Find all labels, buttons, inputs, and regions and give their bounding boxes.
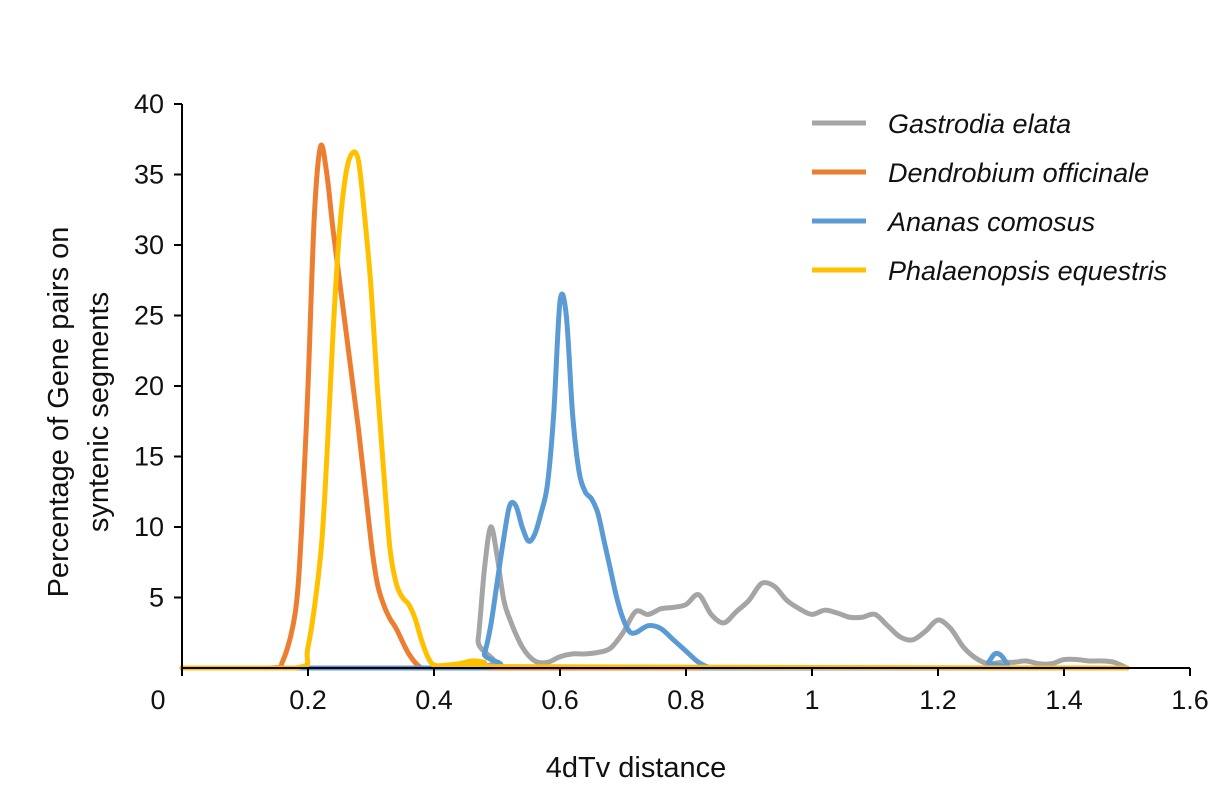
x-tick-label: 0.8 (667, 685, 705, 715)
x-tick-label: 1 (804, 685, 819, 715)
y-tick-label: 40 (134, 89, 164, 119)
legend-label: Phalaenopsis equestris (888, 256, 1167, 286)
x-tick-label: 1.4 (1045, 685, 1083, 715)
y-axis-title-line-2: syntenic segments (83, 292, 115, 532)
y-tick-label: 35 (134, 160, 164, 190)
y-tick-label: 5 (149, 583, 164, 613)
x-tick-label: 0.2 (289, 685, 327, 715)
x-axis-title: 4dTv distance (546, 752, 727, 784)
legend: Gastrodia elata Dendrobium officinale Anan… (812, 109, 1167, 286)
x-tick-label: 0.4 (415, 685, 453, 715)
x-tick-label: 0.6 (541, 685, 579, 715)
y-axis-title: Percentage of Gene pairs on syntenic seg… (43, 227, 115, 598)
y-tick-label: 25 (134, 301, 164, 331)
x-tick-label: 1.6 (1171, 685, 1209, 715)
legend-label: Dendrobium officinale (888, 158, 1149, 188)
x-tick-label: 0 (150, 685, 165, 715)
legend-label: Gastrodia elata (888, 109, 1071, 139)
series-line-3 (179, 149, 1130, 671)
y-tick-label: 20 (134, 371, 164, 401)
y-tick-label: 30 (134, 230, 164, 260)
x-tick-label: 1.2 (919, 685, 957, 715)
axes (181, 104, 1190, 669)
y-tick-label: 10 (134, 512, 164, 542)
legend-label: Ananas comosus (886, 207, 1095, 237)
y-axis-title-line-1: Percentage of Gene pairs on (43, 227, 75, 598)
y-tick-label: 15 (134, 442, 164, 472)
tick-group: 5 10 15 20 25 30 35 40 0 0.2 0.4 0.6 0.8 1 1.2 1.4 1.6 (134, 89, 1209, 715)
